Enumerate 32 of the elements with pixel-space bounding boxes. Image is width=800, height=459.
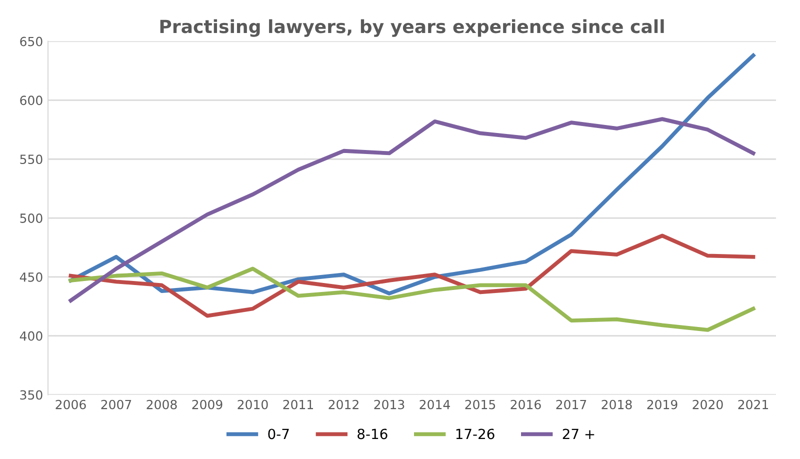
x-tick-label: 2015	[465, 400, 496, 410]
x-tick-label: 2018	[602, 400, 632, 410]
y-tick-label: 450	[20, 272, 42, 282]
line-series	[68, 117, 756, 302]
chart-title: Practising lawyers, by years experience since call	[160, 19, 664, 37]
x-tick-label: 2019	[647, 400, 678, 410]
x-tick-label: 2021	[738, 400, 768, 410]
x-tick-label: 2008	[146, 400, 177, 410]
legend-label: 8-16	[358, 428, 388, 440]
x-tick-label: 2016	[510, 400, 541, 410]
x-tick-label: 2014	[420, 400, 450, 410]
x-tick-label: 2012	[328, 400, 358, 410]
x-tick-label: 2013	[374, 400, 404, 410]
y-tick-label: 600	[20, 96, 42, 106]
x-tick-label: 2017	[556, 400, 586, 410]
y-tick-label: 500	[20, 213, 42, 223]
x-tick-label: 2011	[283, 400, 313, 410]
line-series	[68, 234, 756, 318]
x-tick-label: 2020	[692, 400, 723, 410]
line-series	[68, 54, 756, 296]
y-tick-label: 400	[20, 331, 42, 341]
x-tick-label: 2007	[101, 400, 132, 410]
y-tick-label: 650	[20, 36, 42, 46]
legend-label: 17-26	[456, 428, 494, 440]
legend-label: 0-7	[268, 428, 289, 440]
line-series	[68, 266, 756, 332]
y-tick-label: 350	[20, 390, 42, 400]
x-tick-label: 2009	[192, 400, 222, 410]
x-tick-label: 2010	[238, 400, 268, 410]
legend-label: 27 +	[562, 428, 594, 439]
y-tick-label: 550	[20, 154, 42, 164]
x-tick-label: 2006	[56, 400, 86, 410]
